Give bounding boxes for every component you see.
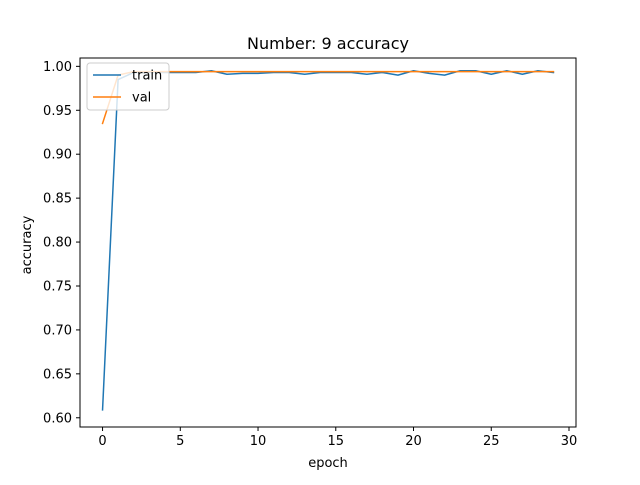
y-tick-label: 0.70 [43,323,72,338]
x-tick-label: 25 [483,434,500,449]
y-tick-label: 0.85 [43,192,72,207]
x-tick-label: 15 [328,434,345,449]
chart-title: Number: 9 accuracy [247,34,409,53]
x-tick-label: 0 [98,434,106,449]
series-layer [101,69,555,411]
legend-label-train: train [132,69,162,84]
x-axis-label: epoch [308,456,348,471]
y-axis: 0.60 0.65 0.70 0.75 0.80 0.85 0.90 0.95 1.00 [43,60,80,426]
y-tick-label: 0.65 [43,367,72,382]
y-axis-label: accuracy [20,215,35,274]
legend-label-val: val [132,91,151,106]
x-tick-label: 20 [405,434,422,449]
y-tick-label: 0.95 [43,104,72,119]
y-tick-label: 0.90 [43,148,72,163]
y-tick-label: 0.80 [43,236,72,251]
x-tick-label: 5 [176,434,184,449]
legend: train val [86,62,170,111]
series-line-val [101,70,555,125]
x-tick-label: 10 [250,434,267,449]
x-axis: 0 5 10 15 20 25 30 [98,427,577,449]
y-tick-label: 0.75 [43,279,72,294]
y-tick-label: 1.00 [43,60,72,75]
x-tick-label: 30 [561,434,578,449]
y-tick-label: 0.60 [43,411,72,426]
